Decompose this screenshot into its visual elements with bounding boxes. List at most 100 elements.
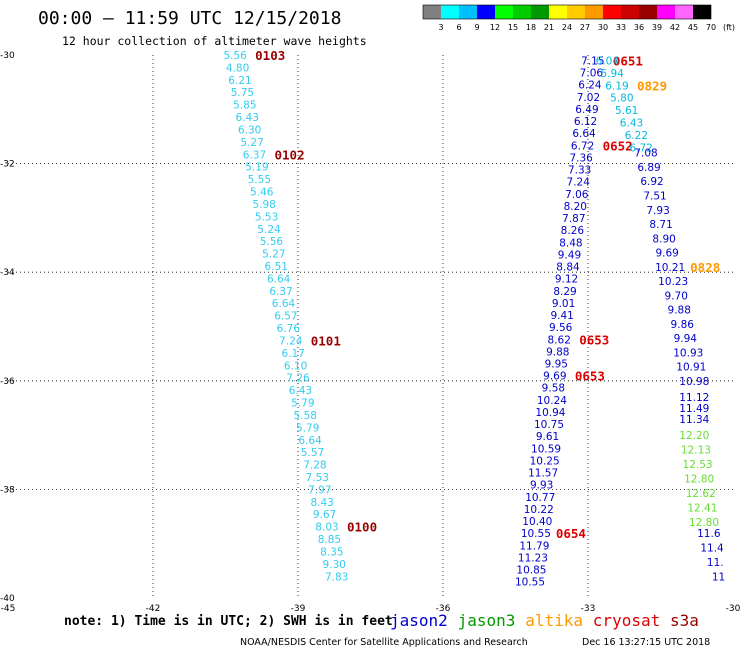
colorbar-swatch: [513, 5, 531, 19]
time-label: 0652: [603, 138, 633, 153]
colorbar-swatch: [495, 5, 513, 19]
wave-height-value: 8.84: [556, 262, 580, 274]
colorbar-label: 36: [634, 23, 644, 32]
wave-height-value: 6.57: [274, 311, 297, 323]
colorbar-swatch: [621, 5, 639, 19]
wave-height-value: 6.64: [272, 298, 296, 310]
satellite-name: s3a: [670, 611, 699, 630]
x-tick-label: -30: [726, 604, 740, 614]
wave-height-value: 7.02: [577, 92, 600, 104]
x-tick-label: -36: [436, 604, 451, 614]
wave-height-value: 6.21: [228, 75, 251, 87]
wave-height-value: 9.94: [674, 333, 698, 345]
wave-height-value: 5.19: [245, 162, 268, 174]
wave-height-value: 7.08: [634, 148, 657, 160]
wave-height-value: 11.6: [697, 528, 721, 540]
wave-height-value: 6.19: [605, 80, 628, 92]
colorbar-label: 33: [616, 23, 626, 32]
wave-height-value: 10.98: [679, 376, 709, 388]
wave-height-value: 10.77: [525, 492, 555, 504]
wave-height-value: 9.58: [542, 383, 565, 395]
wave-height-value: 6.10: [284, 360, 307, 372]
wave-height-value: 5.85: [233, 100, 256, 112]
wave-height-value: 5.24: [257, 224, 281, 236]
colorbar-label: 45: [688, 23, 698, 32]
colorbar-swatch: [693, 5, 711, 19]
time-label: 0651: [613, 53, 643, 68]
wave-height-value: 8.48: [559, 237, 582, 249]
wave-height-value: 7.24: [567, 177, 591, 189]
time-label: 0828: [690, 260, 720, 275]
wave-height-value: 11.57: [528, 468, 558, 480]
wave-height-value: 7.97: [308, 484, 331, 496]
wave-height-value: 6.64: [572, 128, 596, 140]
wave-height-value: 9.30: [323, 559, 346, 571]
wave-height-value: 6.22: [625, 130, 648, 142]
colorbar-label: 42: [670, 23, 680, 32]
wave-height-value: 9.70: [665, 290, 688, 302]
chart-title: 00:00 — 11:59 UTC 12/15/2018: [38, 8, 341, 29]
wave-height-value: 8.85: [318, 534, 341, 546]
wave-height-value: 10.22: [524, 504, 554, 516]
wave-height-value: 8.90: [652, 233, 675, 245]
wave-height-value: 5.79: [296, 422, 319, 434]
wave-height-value: 6.72: [571, 140, 594, 152]
wave-height-value: 7.53: [306, 472, 329, 484]
colorbar-swatch: [423, 5, 441, 19]
x-tick-label: -42: [146, 604, 161, 614]
wave-height-value: 12.20: [679, 430, 709, 442]
y-tick-label: -36: [0, 377, 15, 387]
wave-height-value: 6.04: [596, 55, 620, 67]
colorbar-label: 30: [598, 23, 608, 32]
wave-height-value: 5.94: [600, 68, 624, 80]
wave-height-value: 9.95: [545, 358, 568, 370]
wave-height-value: 6.76: [277, 323, 301, 335]
wave-height-value: 5.80: [610, 93, 633, 105]
y-tick-label: -30: [0, 51, 15, 61]
satellite-name: jason2: [390, 611, 448, 630]
wave-height-value: 6.72: [629, 142, 652, 154]
wave-height-value: 5.79: [291, 398, 314, 410]
wave-height-value: 9.69: [655, 248, 678, 260]
wave-height-value: 5.55: [248, 174, 271, 186]
wave-height-value: 9.56: [549, 322, 573, 334]
wave-height-value: 6.43: [620, 117, 643, 129]
colorbar-label: 70: [706, 23, 716, 32]
wave-height-value: 8.35: [320, 546, 343, 558]
colorbar-swatch: [477, 5, 495, 19]
wave-height-value: 8.43: [310, 497, 333, 509]
time-label: 0654: [556, 526, 586, 541]
colorbar-swatch: [603, 5, 621, 19]
chart-subtitle: 12 hour collection of altimeter wave hei…: [62, 34, 367, 48]
wave-height-value: 5.57: [301, 447, 324, 459]
wave-height-value: 6.92: [640, 176, 663, 188]
axis-ticks: -45 -42 -39 -36 -33 -30 -30 -32 -34 -36 -38 -40: [0, 51, 740, 614]
wave-height-value: 10.94: [535, 407, 565, 419]
wave-height-value: 7.83: [325, 571, 348, 583]
wave-height-value: 6.12: [574, 116, 597, 128]
wave-height-value: 7.87: [562, 213, 585, 225]
wave-height-value: 10.85: [516, 565, 546, 577]
wave-height-value: 6.89: [637, 162, 660, 174]
wave-height-value: 5.75: [231, 87, 254, 99]
wave-height-value: 5.58: [294, 410, 317, 422]
wave-height-value: 8.26: [561, 225, 585, 237]
wave-height-value: 8.71: [649, 219, 672, 231]
wave-height-value: 6.30: [238, 124, 261, 136]
satellite-legend: jason2 jason3 altika cryosat s3a: [390, 611, 699, 630]
wave-height-value: 5.46: [250, 187, 274, 199]
satellite-name: jason3: [458, 611, 516, 630]
wave-height-value: 6.51: [265, 261, 288, 273]
colorbar-swatch: [567, 5, 585, 19]
wave-height-value: 7.06: [565, 189, 589, 201]
wave-height-value: 9.93: [530, 480, 553, 492]
footer-timestamp: Dec 16 13:27:15 UTC 2018: [582, 637, 710, 648]
time-label: 0103: [255, 48, 285, 63]
x-tick-label: -39: [291, 604, 306, 614]
wave-height-value: 7.15: [581, 55, 604, 67]
wave-height-value: 8.20: [564, 201, 587, 213]
wave-height-value: 7.93: [646, 205, 669, 217]
colorbar-swatch: [639, 5, 657, 19]
data-tracks: 5.564.806.215.755.856.436.305.276.375.19…: [223, 48, 725, 589]
